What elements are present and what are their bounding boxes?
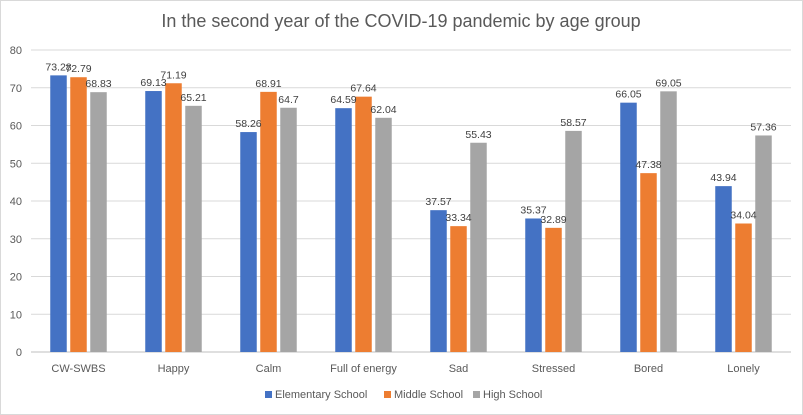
bar xyxy=(450,226,467,352)
data-label: 57.36 xyxy=(750,121,776,133)
data-label: 43.94 xyxy=(710,172,736,184)
bar xyxy=(185,105,202,353)
data-label: 33.34 xyxy=(445,212,471,224)
bar xyxy=(755,135,772,352)
y-tick-label: 80 xyxy=(10,45,22,57)
bar xyxy=(145,91,162,353)
data-label: 67.64 xyxy=(350,83,376,95)
x-category-label: Stressed xyxy=(532,363,575,375)
data-label: 58.26 xyxy=(235,118,261,130)
legend-swatch xyxy=(384,391,391,398)
y-tick-label: 40 xyxy=(10,196,22,208)
y-tick-label: 0 xyxy=(16,347,22,359)
bar xyxy=(715,186,732,352)
legend-swatch xyxy=(473,391,480,398)
bar xyxy=(50,75,67,353)
x-category-label: Sad xyxy=(449,363,469,375)
bar xyxy=(260,91,277,353)
bar xyxy=(660,91,677,353)
data-label: 37.57 xyxy=(425,196,451,208)
data-label: 64.7 xyxy=(278,94,299,106)
x-axis-categories: CW-SWBS Happy Calm Full of energy Sad Stresse… xyxy=(51,363,760,375)
gridlines xyxy=(31,49,791,353)
data-label: 73.28 xyxy=(45,61,71,73)
bar xyxy=(335,108,352,352)
bar xyxy=(165,83,182,352)
x-category-label: Happy xyxy=(158,363,190,375)
legend-entry: Middle School xyxy=(394,389,463,401)
bars xyxy=(50,75,772,353)
x-category-label: Calm xyxy=(256,363,282,375)
legend-entry: Elementary School xyxy=(275,389,367,401)
data-label: 55.43 xyxy=(465,129,491,141)
x-category-label: Lonely xyxy=(727,363,760,375)
data-label: 62.04 xyxy=(370,104,396,116)
y-tick-label: 60 xyxy=(10,121,22,133)
y-tick-label: 20 xyxy=(10,272,22,284)
x-category-label: Full of energy xyxy=(330,363,397,375)
legend-swatch xyxy=(265,391,272,398)
bar xyxy=(620,102,637,352)
data-label: 58.57 xyxy=(560,117,586,129)
bar xyxy=(565,130,582,352)
legend-entry: High School xyxy=(483,389,542,401)
bar xyxy=(240,132,257,352)
x-category-label: Bored xyxy=(634,363,663,375)
bar xyxy=(545,227,562,352)
chart-title: In the second year of the COVID-19 pande… xyxy=(161,11,640,31)
y-tick-label: 70 xyxy=(10,83,22,95)
data-label: 69.05 xyxy=(655,77,681,89)
data-label: 34.04 xyxy=(730,209,756,221)
data-label: 35.37 xyxy=(520,204,546,216)
y-tick-label: 30 xyxy=(10,234,22,246)
data-label: 47.38 xyxy=(635,159,661,171)
y-tick-label: 50 xyxy=(10,158,22,170)
data-label: 64.59 xyxy=(330,94,356,106)
bar xyxy=(735,223,752,352)
data-label: 68.83 xyxy=(85,78,111,90)
bar xyxy=(640,173,657,352)
bar xyxy=(470,142,487,352)
bar xyxy=(525,218,542,352)
bar xyxy=(280,107,297,352)
legend: Elementary School Middle School High Schoo… xyxy=(265,389,542,401)
x-category-label: CW-SWBS xyxy=(51,363,105,375)
data-label: 72.79 xyxy=(65,63,91,75)
bar xyxy=(430,210,447,352)
bar xyxy=(70,77,87,353)
bar xyxy=(90,92,107,352)
data-label: 65.21 xyxy=(180,92,206,104)
data-label: 69.13 xyxy=(140,77,166,89)
data-label: 32.89 xyxy=(540,214,566,226)
y-axis-ticks: 0 10 20 30 40 50 60 70 80 xyxy=(10,45,22,359)
y-tick-label: 10 xyxy=(10,309,22,321)
bar xyxy=(355,96,372,352)
data-label: 71.19 xyxy=(160,69,186,81)
data-label: 66.05 xyxy=(615,89,641,101)
bar xyxy=(375,117,392,352)
data-label: 68.91 xyxy=(255,78,281,90)
